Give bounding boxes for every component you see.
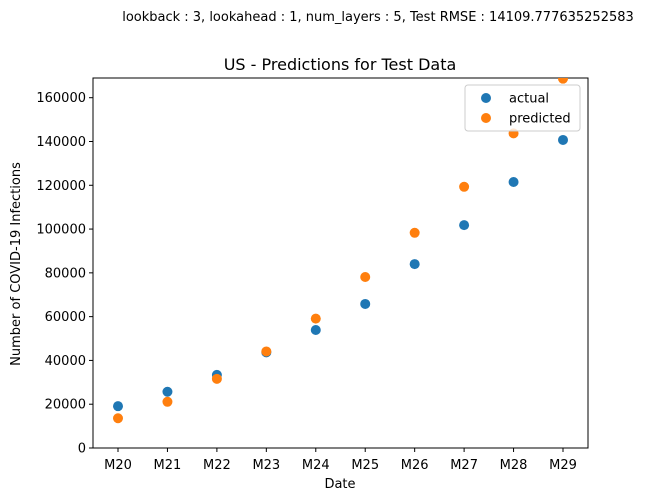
legend-box — [464, 84, 581, 132]
point-predicted — [459, 181, 470, 192]
y-tick-label: 0 — [78, 442, 86, 457]
point-predicted — [558, 78, 568, 84]
point-actual — [459, 220, 470, 231]
legend-label-predicted: predicted — [509, 112, 571, 127]
point-actual — [508, 176, 519, 187]
y-tick-label: 160000 — [36, 91, 86, 106]
y-tick-label: 80000 — [45, 266, 86, 281]
point-predicted — [113, 413, 123, 424]
x-tick-label: M22 — [203, 458, 231, 473]
point-predicted — [310, 313, 321, 324]
data-points — [113, 78, 568, 424]
point-actual — [558, 134, 568, 145]
point-predicted — [261, 346, 272, 357]
x-tick-label: M28 — [500, 458, 528, 473]
chart-title: US - Predictions for Test Data — [224, 55, 457, 74]
point-predicted — [409, 227, 420, 238]
y-tick-label: 140000 — [36, 135, 86, 150]
x-tick-label: M21 — [154, 458, 182, 473]
legend-label-actual: actual — [509, 92, 549, 107]
point-actual — [310, 324, 321, 335]
plot-axes: M20 M21 M22 M23 M24 M25 M26 M27 M28 M29 0 20000 4000… — [36, 77, 589, 473]
x-tick-label: M24 — [302, 458, 330, 473]
point-actual — [113, 401, 123, 412]
x-tick-label: M29 — [549, 458, 577, 473]
point-actual — [162, 386, 173, 397]
legend-marker-predicted — [481, 113, 491, 123]
y-tick-label: 120000 — [36, 179, 86, 194]
x-tick-label: M26 — [401, 458, 429, 473]
point-actual — [360, 298, 371, 309]
y-axis-label: Number of COVID-19 Infections — [9, 162, 24, 366]
point-predicted — [162, 396, 173, 407]
point-predicted — [211, 373, 222, 384]
figure-suptitle: lookback : 3, lookahead : 1, num_layers … — [122, 10, 634, 25]
y-tick-label: 60000 — [45, 310, 86, 325]
legend-marker-actual — [481, 93, 491, 103]
x-axis-label: Date — [324, 477, 355, 492]
point-actual — [409, 259, 420, 270]
x-tick-label: M25 — [351, 458, 379, 473]
x-tick-label: M27 — [450, 458, 478, 473]
point-predicted — [360, 272, 371, 283]
y-tick-label: 20000 — [45, 398, 86, 413]
y-tick-label: 100000 — [36, 223, 86, 238]
x-tick-label: M23 — [252, 458, 280, 473]
legend: actual predicted — [464, 84, 581, 132]
x-tick-label: M20 — [104, 458, 132, 473]
y-tick-label: 40000 — [45, 354, 86, 369]
plot-frame — [92, 77, 589, 449]
